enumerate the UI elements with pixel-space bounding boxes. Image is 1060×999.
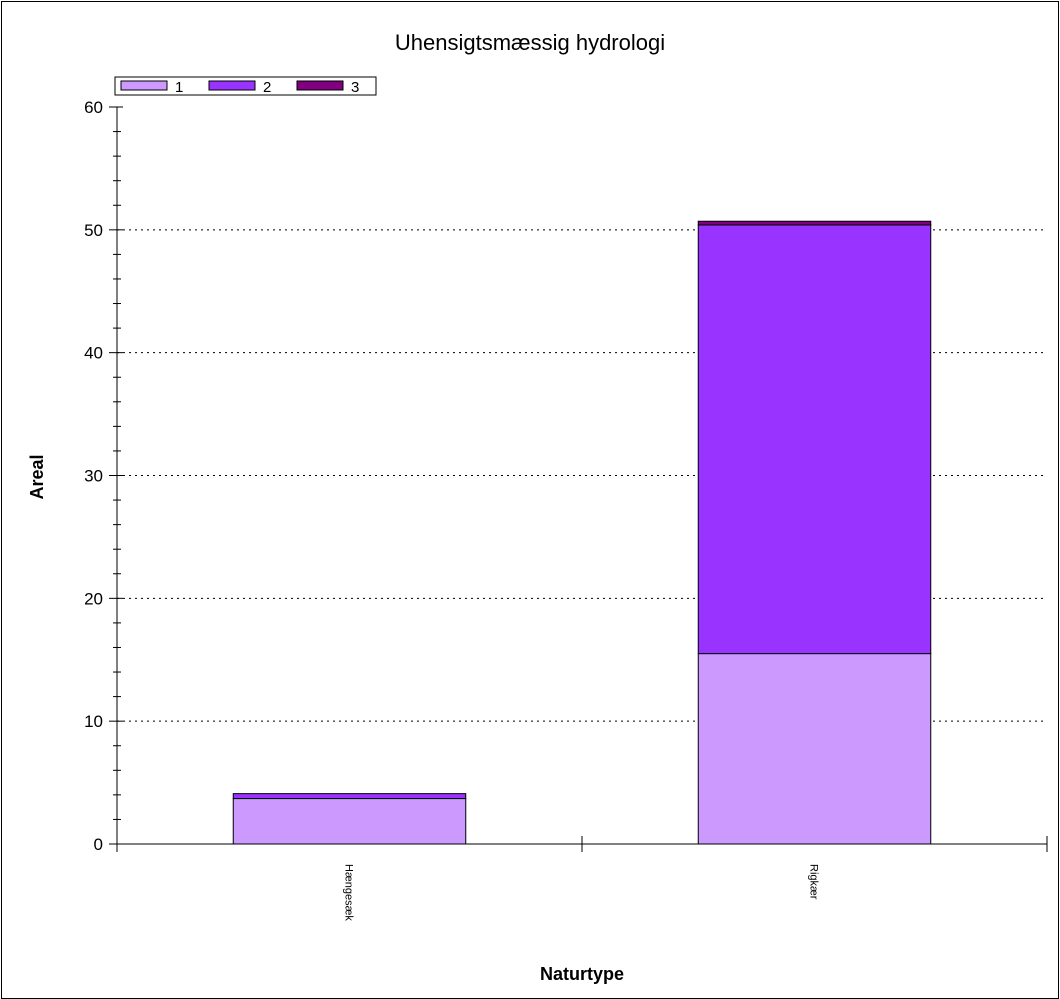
- legend-label-2: 2: [263, 79, 271, 96]
- legend-label-3: 3: [351, 79, 359, 96]
- legend: 1 2 3: [114, 76, 377, 96]
- x-category-label: Hængesæk: [343, 864, 355, 921]
- bar-segment-Rigkær-series-2: [697, 224, 932, 655]
- bar-segment-Rigkær-series-1: [697, 653, 932, 845]
- x-axis-title: Naturtype: [540, 964, 624, 984]
- y-tick-label: 30: [84, 467, 103, 486]
- legend-swatch-1: [120, 80, 168, 91]
- bars: [232, 220, 932, 845]
- y-axis-ticks: 0 10 20 30 40 50 60: [84, 98, 123, 854]
- chart-title: Uhensigtsmæssig hydrologi: [395, 30, 665, 55]
- x-category-label: Rigkær: [808, 864, 820, 900]
- bar-segment-Rigkær-series-3: [697, 220, 932, 226]
- y-tick-label: 10: [84, 712, 103, 731]
- bar-segment-Hængesæk-series-1: [232, 798, 467, 845]
- y-tick-label: 0: [94, 835, 103, 854]
- legend-swatch-3: [296, 80, 344, 91]
- bar-segment-Hængesæk-series-2: [232, 793, 467, 800]
- y-tick-label: 60: [84, 98, 103, 117]
- y-tick-label: 20: [84, 589, 103, 608]
- y-tick-label: 40: [84, 344, 103, 363]
- y-tick-label: 50: [84, 221, 103, 240]
- legend-label-1: 1: [175, 79, 183, 96]
- x-axis-labels: Hængesæk Rigkær: [116, 836, 1048, 921]
- y-axis-title: Areal: [27, 454, 47, 499]
- legend-swatch-2: [208, 80, 256, 91]
